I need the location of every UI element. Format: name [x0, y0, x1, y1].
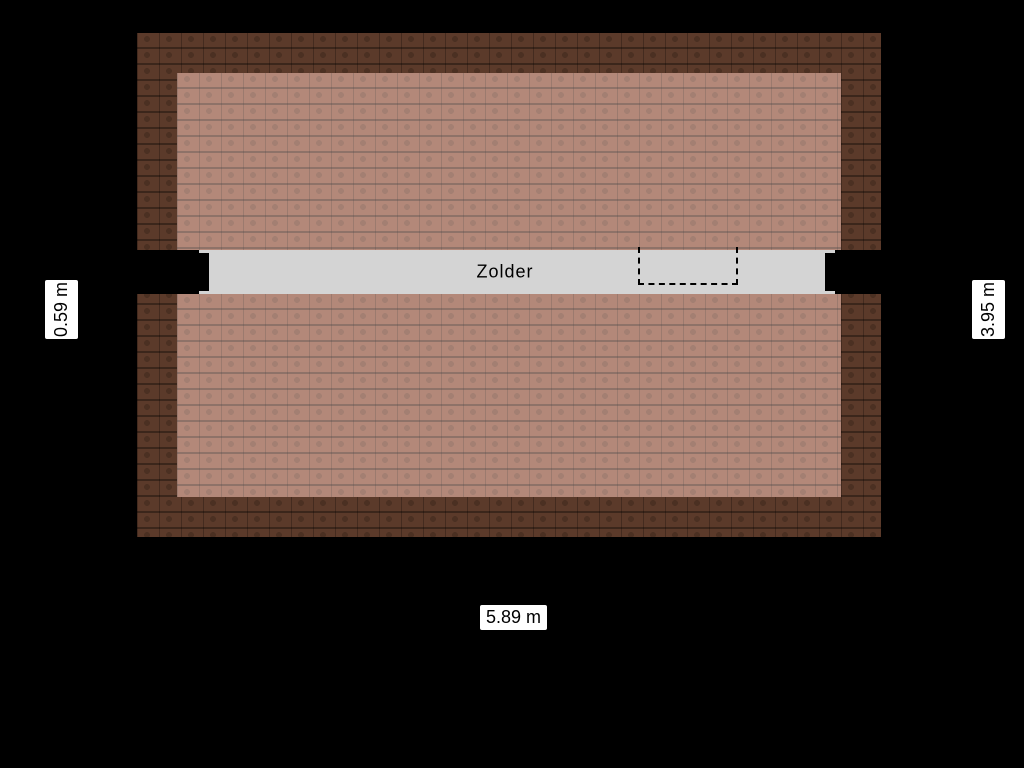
pillar-right — [825, 253, 835, 291]
roof-overlay-bottom — [177, 294, 841, 497]
dimension-right: 3.95 m — [972, 280, 1005, 339]
floorplan-stage: Zolder 0.59 m 3.95 m 5.89 m — [0, 0, 1024, 768]
dimension-left: 0.59 m — [45, 280, 78, 339]
dimension-bottom: 5.89 m — [480, 605, 547, 630]
room-label-zolder: Zolder — [476, 262, 533, 283]
hatch-outline — [638, 247, 738, 285]
roof-overlay-top — [177, 73, 841, 250]
gap-left — [137, 250, 199, 294]
pillar-left — [199, 253, 209, 291]
gap-right — [835, 250, 881, 294]
